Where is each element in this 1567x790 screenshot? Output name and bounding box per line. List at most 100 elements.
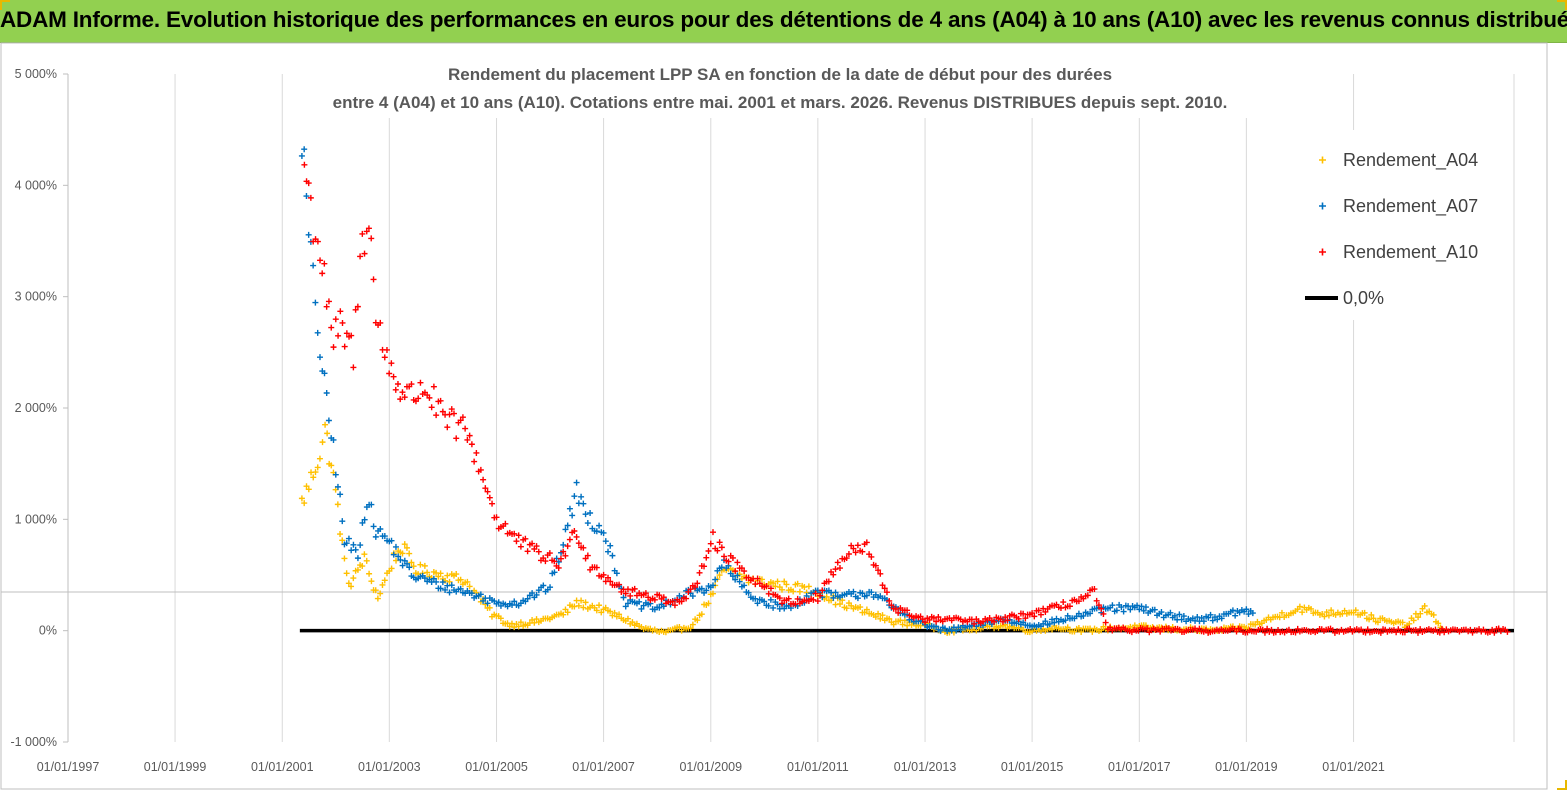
data-point bbox=[1144, 625, 1151, 632]
data-point bbox=[522, 535, 529, 542]
data-point bbox=[314, 329, 321, 336]
legend-item-A07[interactable]: Rendement_A07 bbox=[1319, 196, 1478, 217]
data-point bbox=[854, 595, 861, 602]
corner-handle-top-left[interactable] bbox=[0, 0, 10, 10]
x-tick-label: 01/01/1999 bbox=[144, 760, 207, 774]
data-point bbox=[1421, 602, 1428, 609]
data-point bbox=[1430, 611, 1437, 618]
data-point bbox=[687, 625, 694, 632]
data-point bbox=[1158, 609, 1165, 616]
series-layer bbox=[298, 146, 1514, 636]
data-point bbox=[879, 582, 886, 589]
data-point bbox=[392, 543, 399, 550]
data-point bbox=[560, 611, 567, 618]
data-point bbox=[531, 619, 538, 626]
data-point bbox=[785, 595, 792, 602]
data-point bbox=[584, 520, 591, 527]
data-point bbox=[857, 604, 864, 611]
data-point bbox=[593, 564, 600, 571]
data-point bbox=[1399, 619, 1406, 626]
data-point bbox=[1087, 610, 1094, 617]
data-point bbox=[388, 360, 395, 367]
data-point bbox=[368, 501, 375, 508]
data-point bbox=[578, 493, 585, 500]
data-point bbox=[718, 564, 725, 571]
data-point bbox=[863, 606, 870, 613]
data-point bbox=[859, 590, 866, 597]
data-point bbox=[1377, 629, 1384, 636]
data-point bbox=[401, 394, 408, 401]
data-point bbox=[1084, 592, 1091, 599]
data-point bbox=[379, 581, 386, 588]
data-point bbox=[357, 253, 364, 260]
data-point bbox=[571, 493, 578, 500]
data-point bbox=[754, 575, 761, 582]
data-point bbox=[1042, 608, 1049, 615]
data-point bbox=[433, 412, 440, 419]
corner-handle-top-right[interactable] bbox=[1557, 0, 1567, 10]
data-point bbox=[1198, 614, 1205, 621]
data-point bbox=[457, 576, 464, 583]
corner-handle-bottom-right[interactable] bbox=[1557, 780, 1567, 790]
data-point bbox=[317, 257, 324, 264]
data-point bbox=[566, 536, 573, 543]
title-banner: ADAM Informe. Evolution historique des p… bbox=[0, 0, 1567, 43]
data-point bbox=[560, 541, 567, 548]
legend-item-A10[interactable]: Rendement_A10 bbox=[1319, 242, 1478, 263]
data-point bbox=[571, 528, 578, 534]
data-point bbox=[325, 417, 332, 424]
data-point bbox=[752, 581, 759, 588]
x-tick-label: 01/01/2015 bbox=[1001, 760, 1064, 774]
data-point bbox=[707, 540, 714, 547]
data-point bbox=[817, 592, 824, 599]
data-point bbox=[322, 421, 329, 428]
data-point bbox=[334, 501, 341, 508]
data-point bbox=[616, 581, 623, 588]
data-point bbox=[573, 533, 580, 540]
title-background bbox=[314, 60, 1262, 118]
data-point bbox=[1167, 609, 1174, 616]
data-point bbox=[580, 544, 587, 551]
data-point bbox=[656, 592, 663, 599]
plot-frame bbox=[0, 42, 1548, 790]
data-point bbox=[1504, 628, 1511, 635]
legend-item-zero[interactable]: 0,0% bbox=[1305, 288, 1384, 308]
data-point bbox=[321, 370, 328, 377]
data-point bbox=[1066, 603, 1073, 610]
data-point bbox=[836, 565, 843, 572]
data-point bbox=[298, 152, 305, 159]
data-point bbox=[433, 578, 440, 585]
data-point bbox=[363, 557, 370, 564]
data-point bbox=[540, 582, 547, 589]
data-point bbox=[736, 578, 743, 585]
data-point bbox=[696, 569, 703, 576]
data-point bbox=[1109, 602, 1116, 609]
data-point bbox=[709, 590, 716, 597]
data-point bbox=[446, 411, 453, 418]
data-point bbox=[725, 558, 732, 565]
y-tick-label: 0% bbox=[39, 624, 57, 638]
data-point bbox=[435, 573, 442, 580]
data-point bbox=[555, 564, 562, 571]
legend-item-A04[interactable]: Rendement_A04 bbox=[1319, 150, 1478, 171]
data-point bbox=[598, 609, 605, 616]
data-point bbox=[477, 591, 484, 598]
data-point bbox=[466, 583, 473, 590]
data-point bbox=[573, 479, 580, 486]
data-point bbox=[339, 537, 346, 544]
data-point bbox=[1031, 613, 1038, 620]
data-point bbox=[444, 424, 451, 431]
data-point bbox=[1098, 627, 1105, 634]
chart-title-line-2: entre 4 (A04) et 10 ans (A10). Cotations… bbox=[333, 93, 1228, 112]
data-point bbox=[1100, 610, 1107, 617]
data-point bbox=[1095, 602, 1102, 609]
data-point bbox=[464, 578, 471, 585]
data-point bbox=[421, 562, 428, 569]
data-point bbox=[569, 512, 576, 519]
data-point bbox=[758, 576, 765, 583]
data-point bbox=[1091, 586, 1098, 593]
data-point bbox=[406, 564, 413, 571]
data-point bbox=[875, 610, 882, 617]
x-axis-ticks: 01/01/1997 01/01/1999 01/01/2001 01/01/2003… bbox=[37, 760, 1385, 774]
